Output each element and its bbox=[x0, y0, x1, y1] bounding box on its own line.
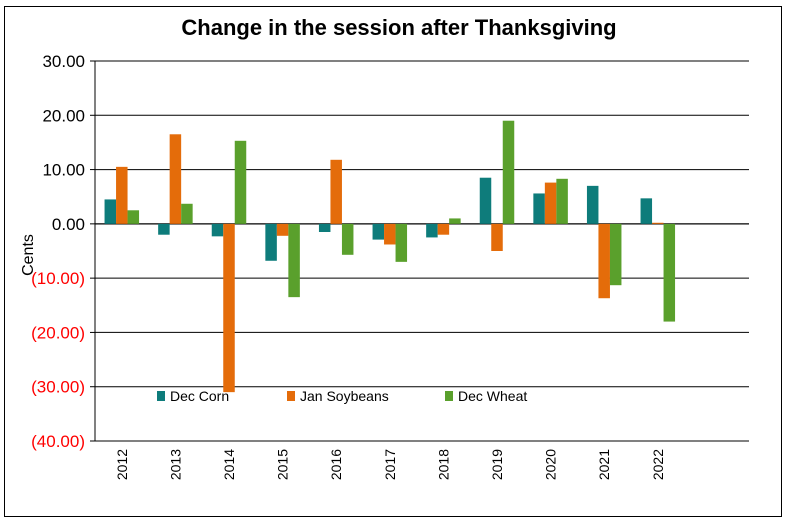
x-tick-label: 2018 bbox=[435, 449, 451, 480]
bar-dec-corn-2015 bbox=[265, 223, 277, 261]
bar-jan-soybeans-2020 bbox=[544, 182, 557, 224]
legend-label: Jan Soybeans bbox=[300, 388, 389, 404]
y-tick-label: 20.00 bbox=[42, 106, 85, 125]
bar-jan-soybeans-2019 bbox=[491, 223, 503, 251]
y-tick-label: 0.00 bbox=[52, 215, 85, 234]
axes bbox=[94, 61, 749, 442]
bar-dec-wheat-2018 bbox=[449, 218, 461, 224]
x-tick-label: 2017 bbox=[382, 449, 398, 480]
bar-dec-wheat-2012 bbox=[127, 210, 140, 224]
y-tick-label: (10.00) bbox=[31, 269, 85, 288]
chart-title: Change in the session after Thanksgiving bbox=[181, 15, 616, 40]
bar-jan-soybeans-2018 bbox=[437, 223, 450, 235]
legend-item: Dec Wheat bbox=[445, 388, 527, 404]
bar-jan-soybeans-2014 bbox=[223, 223, 235, 393]
bar-jan-soybeans-2012 bbox=[116, 166, 128, 224]
legend-label: Dec Wheat bbox=[458, 388, 527, 404]
bar-dec-wheat-2020 bbox=[556, 178, 568, 224]
legend-label: Dec Corn bbox=[170, 388, 229, 404]
x-tick-label: 2013 bbox=[167, 449, 183, 480]
bar-dec-corn-2016 bbox=[318, 223, 331, 232]
legend: Dec Corn Jan Soybeans Dec Wheat bbox=[157, 388, 527, 404]
bar-dec-wheat-2015 bbox=[288, 223, 300, 298]
x-tick-label: 2020 bbox=[543, 449, 559, 480]
bar-dec-corn-2019 bbox=[479, 177, 492, 224]
bar-chart: Change in the session after Thanksgiving… bbox=[20, 15, 749, 480]
bar-dec-wheat-2016 bbox=[341, 223, 354, 255]
bar-dec-corn-2020 bbox=[533, 193, 545, 224]
bar-dec-wheat-2021 bbox=[609, 223, 622, 286]
y-axis-label: Cents bbox=[20, 234, 37, 276]
x-tick-label: 2012 bbox=[114, 449, 130, 480]
x-tick-labels: 2012 2013 2014 2015 2016 2017 2018 2019 2020 2021… bbox=[114, 449, 666, 480]
bar-jan-soybeans-2021 bbox=[598, 223, 610, 299]
x-tick-label: 2015 bbox=[275, 449, 291, 480]
bar-jan-soybeans-2022 bbox=[652, 222, 664, 224]
bar-jan-soybeans-2017 bbox=[384, 223, 396, 245]
bar-dec-corn-2013 bbox=[158, 223, 170, 235]
x-tick-label: 2021 bbox=[596, 449, 612, 480]
bar-jan-soybeans-2016 bbox=[330, 159, 342, 224]
legend-swatch bbox=[157, 391, 165, 401]
y-tick-label: 10.00 bbox=[42, 161, 85, 180]
bar-dec-corn-2018 bbox=[426, 223, 438, 238]
bar-dec-corn-2014 bbox=[211, 223, 224, 237]
bar-dec-corn-2017 bbox=[372, 223, 385, 240]
bar-dec-corn-2021 bbox=[586, 185, 599, 224]
bar-dec-corn-2022 bbox=[640, 198, 653, 224]
bar-dec-wheat-2014 bbox=[234, 140, 247, 224]
bar-jan-soybeans-2013 bbox=[169, 134, 182, 224]
x-tick-label: 2022 bbox=[650, 449, 666, 480]
y-tick-label: (20.00) bbox=[31, 323, 85, 342]
bar-dec-wheat-2019 bbox=[502, 120, 515, 224]
bar-dec-corn-2012 bbox=[104, 199, 117, 224]
chart-frame: Change in the session after Thanksgiving… bbox=[4, 6, 782, 517]
bar-dec-wheat-2013 bbox=[181, 203, 193, 224]
y-tick-label: (30.00) bbox=[31, 378, 85, 397]
legend-swatch bbox=[445, 391, 453, 401]
legend-item: Dec Corn bbox=[157, 388, 229, 404]
legend-item: Jan Soybeans bbox=[287, 388, 389, 404]
y-tick-label: (40.00) bbox=[31, 432, 85, 451]
y-tick-labels: 30.00 20.00 10.00 0.00 (10.00) (20.00) (30.00)… bbox=[31, 52, 85, 451]
legend-swatch bbox=[287, 391, 295, 401]
gridlines bbox=[90, 60, 749, 442]
bars bbox=[104, 120, 676, 393]
bar-jan-soybeans-2015 bbox=[276, 223, 289, 236]
bar-dec-wheat-2022 bbox=[663, 223, 676, 322]
bar-dec-wheat-2017 bbox=[395, 223, 408, 262]
x-tick-label: 2019 bbox=[489, 449, 505, 480]
x-tick-label: 2014 bbox=[221, 449, 237, 480]
y-tick-label: 30.00 bbox=[42, 52, 85, 71]
x-tick-label: 2016 bbox=[328, 449, 344, 480]
